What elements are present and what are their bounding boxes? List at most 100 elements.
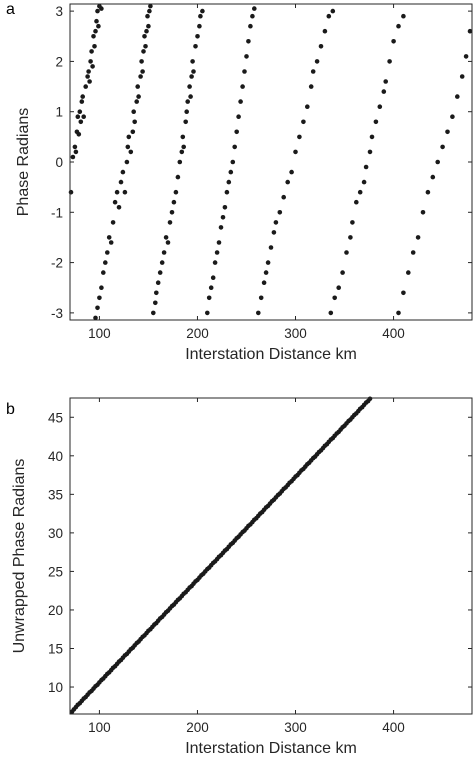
panel-a-data-point	[147, 8, 152, 14]
panel-b-x-tick-label: 400	[382, 720, 405, 735]
panel-a-data-point	[289, 169, 294, 175]
panel-a-data-point	[99, 6, 104, 11]
panel-a-data-point	[410, 250, 416, 255]
panel-b-x-ticks: 100 200 300 400	[88, 398, 405, 735]
panel-a-data-point	[197, 23, 202, 29]
panel-a-data-point	[328, 310, 334, 316]
panel-a-data-point	[128, 149, 134, 155]
panel-a-data-point	[236, 114, 241, 119]
panel-a-y-tick-label: 2	[55, 54, 63, 69]
panel-a-data-point	[142, 34, 147, 39]
panel-a-data-point	[183, 119, 188, 125]
panel-a-data-point	[322, 28, 328, 34]
panel-a-data-point	[94, 18, 99, 24]
panel-a-x-tick-label: 400	[382, 326, 405, 341]
panel-a-data-point	[88, 59, 93, 64]
panel-a-data-point	[363, 164, 369, 170]
panel-a-data-point	[90, 64, 95, 69]
panel-a-data-point	[396, 23, 401, 29]
panel-a-data-point	[191, 69, 196, 74]
panel-a-axes-box	[69, 3, 473, 321]
panel-a-data-point	[391, 39, 396, 44]
panel-a-data-point	[185, 99, 190, 104]
panel-a-data-point	[305, 104, 310, 109]
panel-a-data-point	[406, 270, 411, 275]
panel-a-data-point	[131, 109, 136, 114]
panel-a-data-point	[118, 179, 124, 185]
panel-a-data-point	[277, 210, 283, 215]
panel-a-data-point	[252, 6, 257, 11]
panel-a-points	[68, 3, 473, 321]
panel-a-y-ticks: -3 -2 -1 0 1 2 3	[51, 4, 472, 321]
panel-a-data-point	[450, 114, 455, 119]
panel-a-data-point	[357, 189, 363, 195]
panel-a-data-point	[95, 305, 100, 311]
panel-a-data-point	[87, 79, 92, 84]
panel-a-data-point	[293, 149, 298, 155]
panel-a-data-point	[143, 44, 148, 49]
panel-b-y-tick-label: 15	[48, 641, 63, 656]
panel-a-data-point	[265, 260, 271, 265]
panel-a-y-tick-label: 3	[55, 4, 63, 19]
panel-b-x-axis-label: Interstation Distance km	[185, 740, 357, 757]
panel-a-data-point	[354, 199, 359, 205]
panel-a-data-point	[208, 285, 214, 291]
panel-a-y-tick-label: 0	[55, 155, 63, 170]
panel-a-x-tick-label: 200	[186, 326, 209, 341]
panel-a-data-point	[76, 132, 82, 137]
panel-b-x-tick-label: 300	[284, 720, 307, 735]
panel-a-data-point	[78, 119, 84, 125]
panel-a-data-point	[97, 295, 102, 301]
panel-a-data-point	[381, 89, 387, 94]
panel-a-data-point	[126, 134, 132, 140]
panel-a-data-point	[244, 54, 249, 59]
panel-a-data-point	[258, 295, 264, 301]
panel-a-data-point	[106, 235, 112, 240]
panel-a-data-point	[193, 44, 198, 49]
panel-a-data-point	[310, 69, 316, 74]
panel-b-axes-box	[69, 397, 473, 715]
panel-a-data-point	[79, 99, 85, 104]
panel-a-data-point	[326, 13, 332, 19]
panel-a-data-point	[246, 39, 251, 44]
panel-a-data-point	[145, 13, 150, 19]
panel-a-data-point	[95, 8, 100, 14]
panel-a-data-point	[238, 99, 243, 104]
panel-a-data-point	[161, 250, 167, 255]
panel-a-data-point	[415, 235, 421, 240]
panel-a-data-point	[314, 59, 320, 64]
panel-a-data-point	[212, 260, 218, 265]
panel-a-data-point	[189, 74, 194, 79]
panel-a-data-point	[222, 205, 228, 210]
panel-a-data-point	[301, 119, 306, 125]
panel-a-data-point	[401, 13, 406, 19]
panel-a-data-point	[81, 114, 86, 119]
panel-a-data-point	[214, 250, 220, 255]
panel-a-data-point	[332, 295, 338, 301]
panel-a-data-point	[463, 54, 469, 59]
panel-a-y-tick-label: 1	[55, 105, 63, 120]
panel-b-y-axis-label: Unwrapped Phase Radians	[11, 459, 28, 654]
panel-a-data-point	[180, 134, 186, 140]
panel-a-data-point	[455, 94, 460, 99]
panel-a-data-point	[445, 129, 450, 135]
panel-a-data-point	[425, 189, 431, 195]
panel-a-data-point	[141, 49, 146, 54]
panel-a-data-point	[101, 270, 106, 275]
panel-a-data-point	[91, 34, 96, 39]
panel-a-data-point	[148, 3, 153, 9]
panel-a-data-point	[89, 49, 94, 54]
panel-a-data-point	[175, 174, 181, 180]
panel-b-y-tick-label: 35	[48, 487, 63, 502]
panel-a-data-point	[120, 169, 126, 175]
panel-a-data-point	[271, 230, 277, 235]
panel-a-data-point	[110, 220, 116, 225]
panel-a-data-point	[401, 290, 406, 296]
panel-a-x-axis-label: Interstation Distance km	[185, 346, 357, 363]
panel-a-data-point	[242, 69, 247, 74]
panel-a-data-point	[228, 169, 234, 175]
panel-a-data-point	[206, 295, 212, 301]
panel-b-x-tick-label: 100	[88, 720, 111, 735]
panel-a-y-tick-label: -2	[51, 256, 63, 271]
panel-a-data-point	[108, 240, 114, 245]
